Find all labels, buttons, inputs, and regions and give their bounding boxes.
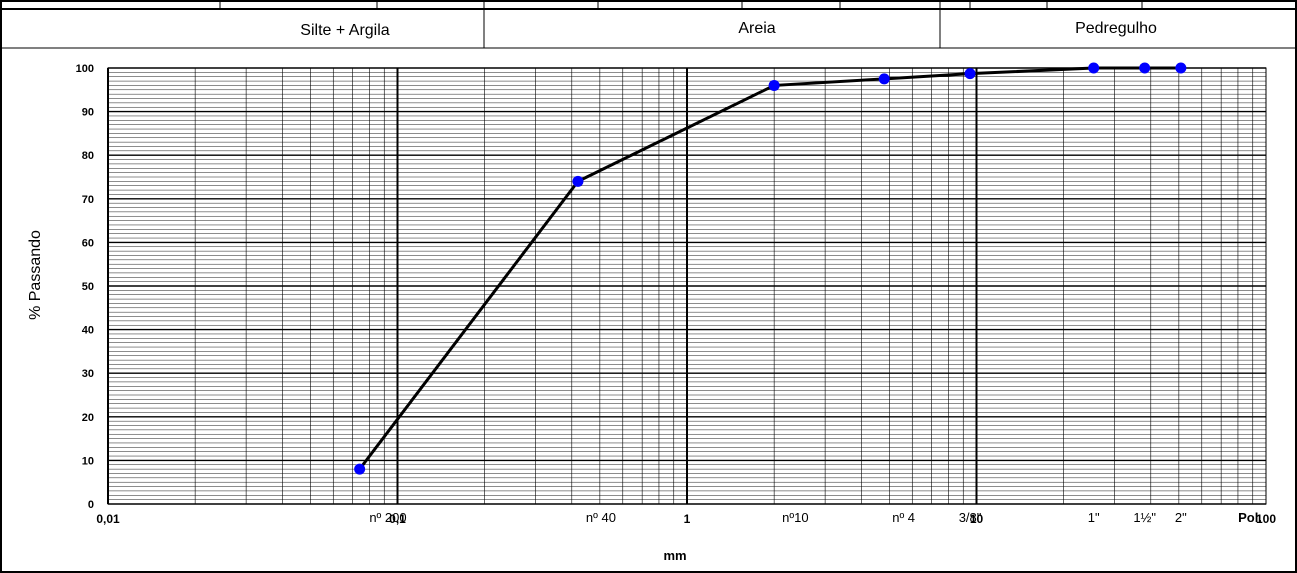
band-label-pedregulho: Pedregulho [1075, 20, 1157, 37]
x-tick-label: 100 [1256, 512, 1276, 526]
x-tick-label: 1 [684, 512, 691, 526]
data-point [1139, 62, 1151, 74]
y-axis-title: % Passando [27, 230, 44, 320]
sieve-label: 1" [1088, 510, 1100, 525]
sieve-label: 3/8" [959, 510, 982, 525]
y-tick-label: 90 [82, 107, 94, 119]
data-point [878, 73, 890, 85]
data-point [768, 79, 780, 91]
y-tick-label: 70 [82, 194, 94, 206]
y-tick-label: 40 [82, 325, 94, 337]
axis-unit-label: Pol. [1238, 510, 1262, 525]
series-layer [354, 62, 1187, 475]
data-point [572, 175, 584, 187]
y-tick-label: 60 [82, 237, 94, 249]
data-point [964, 68, 976, 80]
sieve-label: nº 40 [586, 510, 616, 525]
y-tick-label: 30 [82, 368, 94, 380]
data-point [354, 463, 366, 475]
x-tick-label: 0,1 [389, 512, 406, 526]
y-tick-label: 20 [82, 412, 94, 424]
top-row-ticks [219, 0, 1143, 9]
x-tick-label: 0,01 [96, 512, 120, 526]
x-axis-title: mm [663, 548, 686, 563]
band-label-silte-argila: Silte + Argila [300, 22, 389, 39]
y-tick-labels: 0 10 20 30 40 50 60 70 80 90 100 [76, 63, 94, 511]
sieve-labels: nº 200 nº 40 nº10 nº 4 3/8" 1" 1½" 2" [369, 510, 1187, 525]
x-tick-label: 10 [970, 512, 984, 526]
sieve-label: nº 4 [892, 510, 915, 525]
sieve-label: nº 200 [369, 510, 406, 525]
sieve-label: 2" [1175, 510, 1187, 525]
sieve-label: 1½" [1133, 510, 1156, 525]
y-tick-label: 80 [82, 150, 94, 162]
plot-grid [107, 67, 1267, 505]
band-label-areia: Areia [738, 20, 775, 37]
y-tick-label: 50 [82, 281, 94, 293]
data-point [1175, 62, 1187, 74]
y-tick-label: 100 [76, 63, 94, 75]
data-point [1088, 62, 1100, 74]
y-tick-label: 10 [82, 455, 94, 467]
x-tick-labels: 0,01 0,1 1 10 100 [96, 512, 1276, 526]
sieve-label: nº10 [782, 510, 808, 525]
y-tick-label: 0 [88, 499, 94, 511]
series-line [358, 66, 1181, 471]
